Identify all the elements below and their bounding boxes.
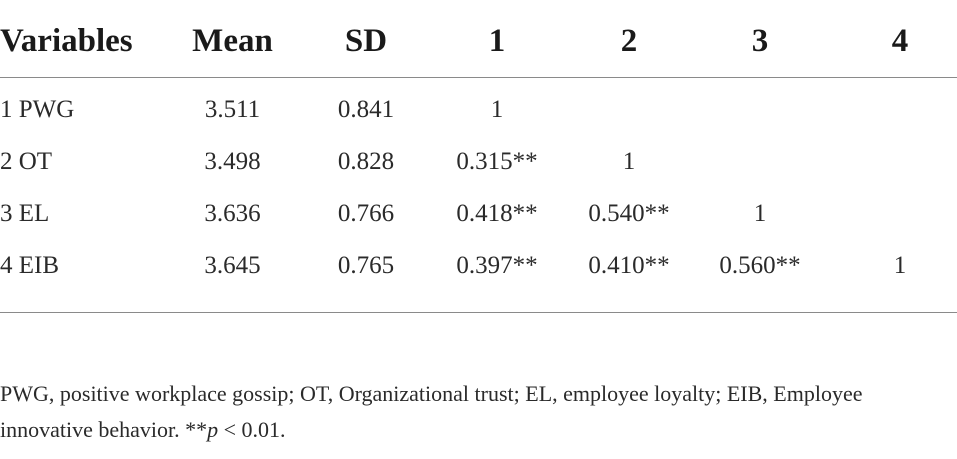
row-sd: 0.841 [337,96,395,123]
row-variable: 2 OT [0,148,53,175]
row-corr-2: 1 [622,148,636,175]
table-row: 1 PWG 3.511 0.841 1 [0,96,957,128]
row-corr-3: 1 [753,200,767,227]
header-col-1: 1 [488,23,506,59]
header-col-4: 4 [891,23,909,59]
row-sd: 0.766 [337,200,395,227]
row-corr-1: 0.418** [456,200,538,227]
row-sd: 0.828 [337,148,395,175]
table-row: 3 EL 3.636 0.766 0.418** 0.540** 1 [0,200,957,232]
row-corr-2: 0.410** [588,252,670,279]
footnote-text: PWG, positive workplace gossip; OT, Orga… [0,381,863,442]
row-corr-1: 0.315** [456,148,538,175]
footnote-p-italic: p [207,417,219,442]
header-sd: SD [344,23,388,59]
row-mean: 3.645 [204,252,261,279]
header-mean: Mean [192,23,273,59]
header-divider [0,77,957,78]
row-corr-3: 0.560** [719,252,801,279]
row-corr-2: 0.540** [588,200,670,227]
table-row: 2 OT 3.498 0.828 0.315** 1 [0,148,957,180]
table-row: 4 EIB 3.645 0.765 0.397** 0.410** 0.560*… [0,252,957,284]
row-mean: 3.511 [204,96,261,123]
header-variables: Variables [0,23,133,59]
footnote-significance: < 0.01. [218,417,286,442]
table-bottom-rule [0,312,957,313]
row-corr-1: 1 [490,96,504,123]
row-mean: 3.636 [204,200,261,227]
table-header-row: Variables Mean SD 1 2 3 4 [0,23,957,67]
table-footnote: PWG, positive workplace gossip; OT, Orga… [0,376,950,448]
row-corr-1: 0.397** [456,252,538,279]
row-variable: 1 PWG [0,96,75,123]
row-variable: 3 EL [0,200,50,227]
row-sd: 0.765 [337,252,395,279]
header-col-3: 3 [751,23,769,59]
row-variable: 4 EIB [0,252,60,279]
row-corr-4: 1 [893,252,907,279]
row-mean: 3.498 [204,148,261,175]
header-col-2: 2 [620,23,638,59]
